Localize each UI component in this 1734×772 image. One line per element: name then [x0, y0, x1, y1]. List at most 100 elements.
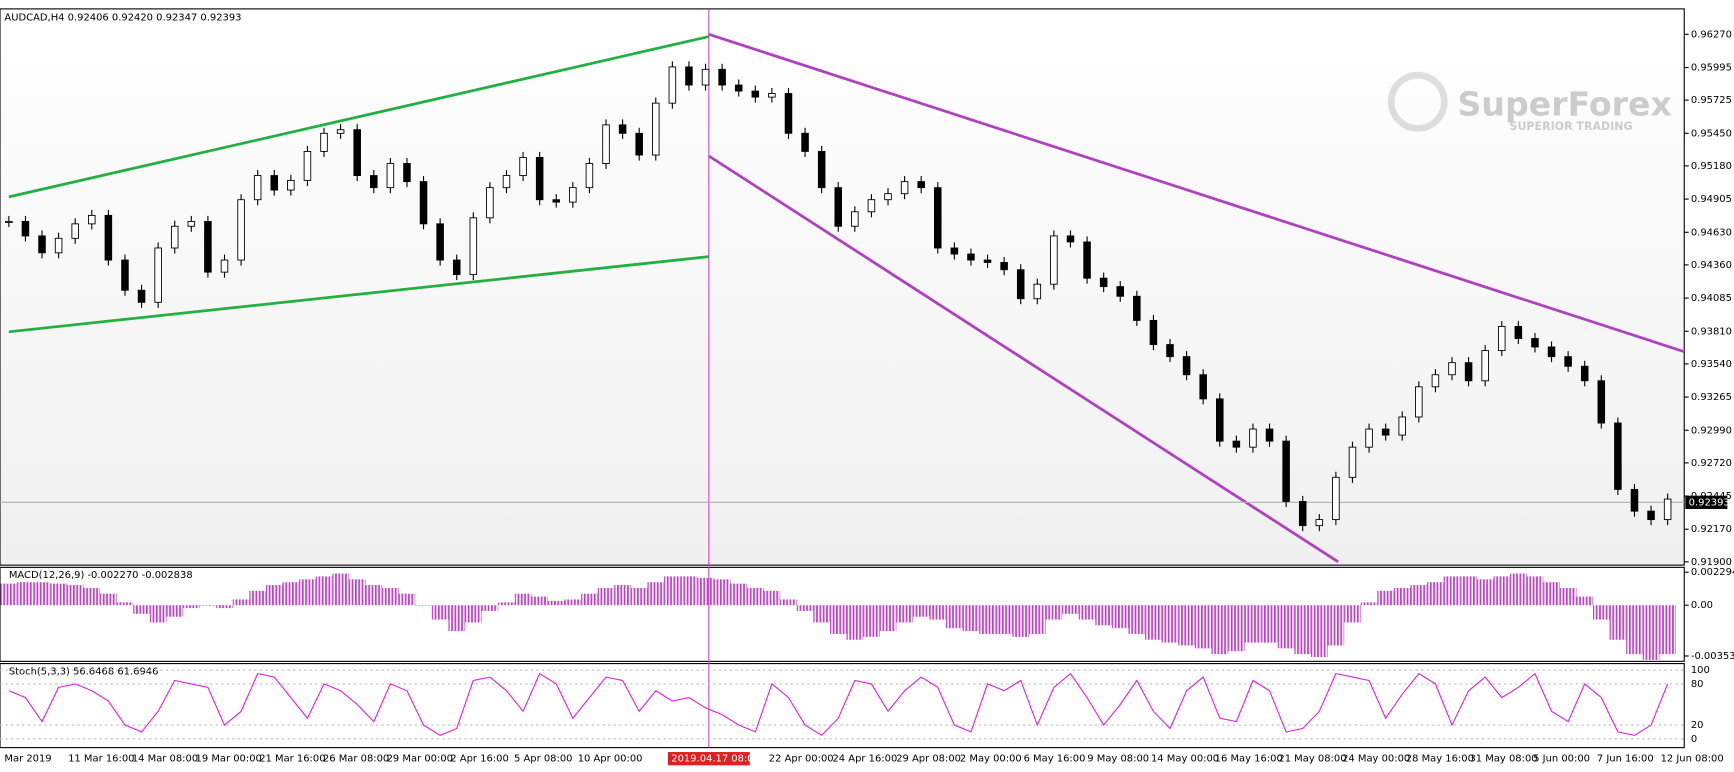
y-tick-label: 0.95180	[1691, 161, 1732, 172]
macd-bar	[299, 579, 316, 606]
y-tick-label: 0.94085	[1691, 293, 1732, 304]
candle-body	[121, 259, 129, 291]
macd-bar	[382, 587, 399, 606]
candle-body	[983, 259, 992, 263]
macd-bar	[912, 605, 930, 617]
x-tick-label: 29 Apr 08:00	[896, 754, 961, 765]
candle-body	[469, 217, 478, 275]
macd-bar	[1128, 605, 1146, 634]
candle-body	[1050, 235, 1058, 285]
macd-bar	[1642, 605, 1660, 660]
x-tick-label: 16 May 16:00	[1215, 754, 1283, 765]
candle-body	[353, 129, 361, 177]
macd-bar	[1045, 605, 1063, 620]
x-tick-label: 9 May 08:00	[1087, 754, 1149, 765]
candle-body	[253, 175, 262, 201]
macd-bar	[1277, 605, 1295, 649]
candle-body	[1033, 283, 1042, 300]
candle-body	[187, 220, 196, 227]
candle-body	[618, 124, 627, 134]
macd-bar	[713, 579, 731, 606]
macd-bar	[979, 605, 996, 634]
candle-body	[917, 181, 925, 189]
macd-bar	[664, 576, 681, 606]
candle-body	[1348, 446, 1357, 478]
macd-bar	[780, 599, 797, 606]
macd-bar	[465, 605, 482, 623]
watermark-logo	[1387, 71, 1448, 132]
candle-body	[38, 235, 46, 254]
candle-body	[104, 214, 113, 261]
x-tick-label: 24 Apr 16:00	[832, 754, 897, 765]
candle-body	[569, 187, 577, 203]
price-box	[1685, 495, 1728, 509]
crosshair-label: 2019.04.17 08:00	[671, 754, 760, 765]
candle-body	[1133, 295, 1141, 321]
candle-body	[336, 129, 345, 134]
candle-body	[419, 181, 428, 225]
macd-bar	[1393, 587, 1411, 606]
y-tick-label: 0.94630	[1691, 227, 1732, 238]
x-tick-label: 7 Jun 16:00	[1597, 754, 1654, 765]
macd-bar	[1145, 605, 1162, 640]
macd-bar	[846, 605, 864, 640]
y-tick-label: 0	[1691, 734, 1697, 745]
macd-bar	[1178, 605, 1195, 646]
macd-bar	[1377, 590, 1394, 606]
macd-bar	[1244, 605, 1262, 643]
macd-bar	[564, 599, 582, 606]
y-tick-label: 0.002294	[1691, 567, 1734, 578]
candle-body	[1182, 356, 1191, 376]
macd-bar	[66, 585, 84, 606]
candle-body	[519, 157, 527, 177]
candle-body	[635, 132, 643, 156]
macd-bar	[1427, 582, 1444, 606]
macd-bar	[763, 590, 781, 606]
candle-body	[817, 150, 826, 189]
macd-bar	[265, 585, 283, 606]
macd-bar	[697, 577, 714, 606]
candle-body	[1149, 319, 1158, 345]
x-tick-label: 5 Jun 00:00	[1533, 754, 1590, 765]
macd-bar	[1460, 576, 1477, 606]
candle-body	[486, 187, 494, 219]
macd-bar	[796, 605, 814, 611]
macd-bar	[813, 605, 830, 623]
candle-body	[1265, 428, 1274, 442]
macd-bar	[896, 605, 913, 623]
candle-body	[1498, 326, 1506, 352]
x-tick-label: 6 May 16:00	[1024, 754, 1086, 765]
x-tick-label: 21 May 08:00	[1278, 754, 1346, 765]
macd-bar	[431, 605, 449, 620]
x-tick-label: 26 Mar 08:00	[323, 754, 389, 765]
x-tick-label: 2 Apr 16:00	[450, 754, 508, 765]
macd-bar	[216, 605, 233, 609]
y-tick-label: 0.93265	[1691, 392, 1732, 403]
macd-bar	[315, 576, 333, 606]
y-tick-label: 0.93540	[1691, 359, 1732, 370]
x-tick-label: 24 May 00:00	[1342, 754, 1410, 765]
macd-bar	[1626, 605, 1643, 655]
candle-body	[751, 90, 760, 98]
candle-body	[1000, 262, 1008, 271]
stoch-line	[8, 672, 1669, 737]
y-tick-label: 80	[1691, 679, 1704, 690]
candle-body	[1232, 440, 1241, 448]
macd-bar	[1012, 605, 1030, 637]
candle-body	[1547, 346, 1556, 358]
candle-body	[1398, 416, 1406, 436]
macd-bar	[249, 590, 266, 606]
stoch-panel	[0, 663, 1685, 749]
x-tick-label: 21 Mar 16:00	[259, 754, 325, 765]
stoch-title: Stoch(5,3,3) 56.6468 61.6946	[9, 666, 159, 677]
candle-body	[701, 68, 710, 86]
candle-body	[900, 181, 909, 195]
y-tick-label: 0.96270	[1691, 29, 1732, 40]
candle-body	[967, 253, 975, 261]
candle-body	[1298, 501, 1307, 527]
macd-bar	[183, 605, 200, 609]
candle-body	[1481, 350, 1489, 382]
macd-bar	[1161, 605, 1179, 643]
macd-bar	[83, 587, 101, 606]
